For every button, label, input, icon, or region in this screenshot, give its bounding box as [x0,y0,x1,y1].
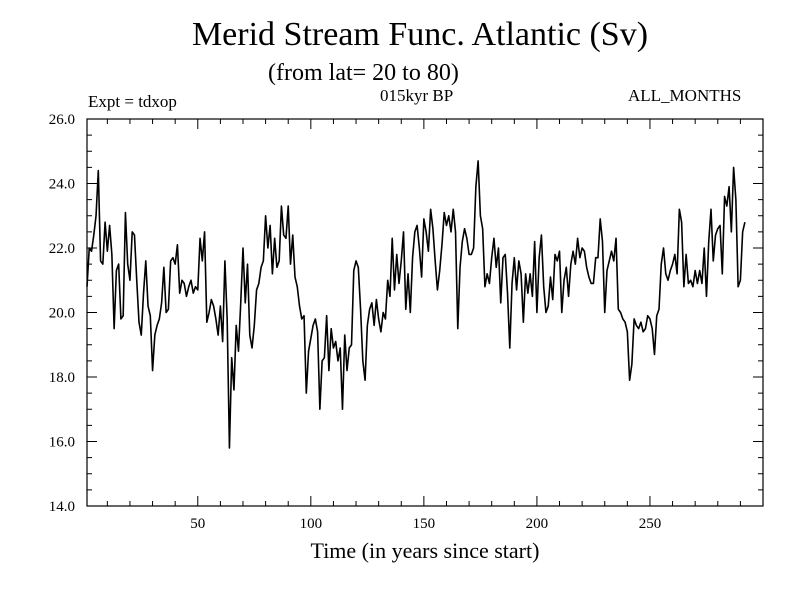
y-tick-label: 18.0 [49,370,75,386]
plot-frame [86,118,764,507]
x-tick-label: 150 [413,516,436,532]
y-tick-label: 20.0 [49,306,75,322]
experiment-label: Expt = tdxop [88,92,177,111]
chart-title: Merid Stream Func. Atlantic (Sv) [191,16,649,53]
y-tick-label: 24.0 [49,177,75,193]
tick-labels: 50 100 150 200 250 14.0 16.0 18.0 20.0 22.0 24.0 26… [49,112,661,532]
chart-subtitle: (from lat= 20 to 80) [268,60,459,86]
x-axis-label: Time (in years since start) [310,538,540,563]
y-tick-label: 14.0 [49,499,75,515]
months-label: ALL_MONTHS [628,86,742,105]
y-tick-label: 22.0 [49,241,75,257]
period-label: 015kyr BP [380,86,454,105]
series-line [86,160,746,449]
x-tick-label: 100 [300,516,323,532]
y-tick-label: 26.0 [49,112,75,128]
x-tick-label: 200 [526,516,549,532]
tick-marks [87,119,763,506]
y-tick-label: 16.0 [49,435,75,451]
x-tick-label: 50 [190,516,205,532]
x-tick-label: 250 [639,516,662,532]
